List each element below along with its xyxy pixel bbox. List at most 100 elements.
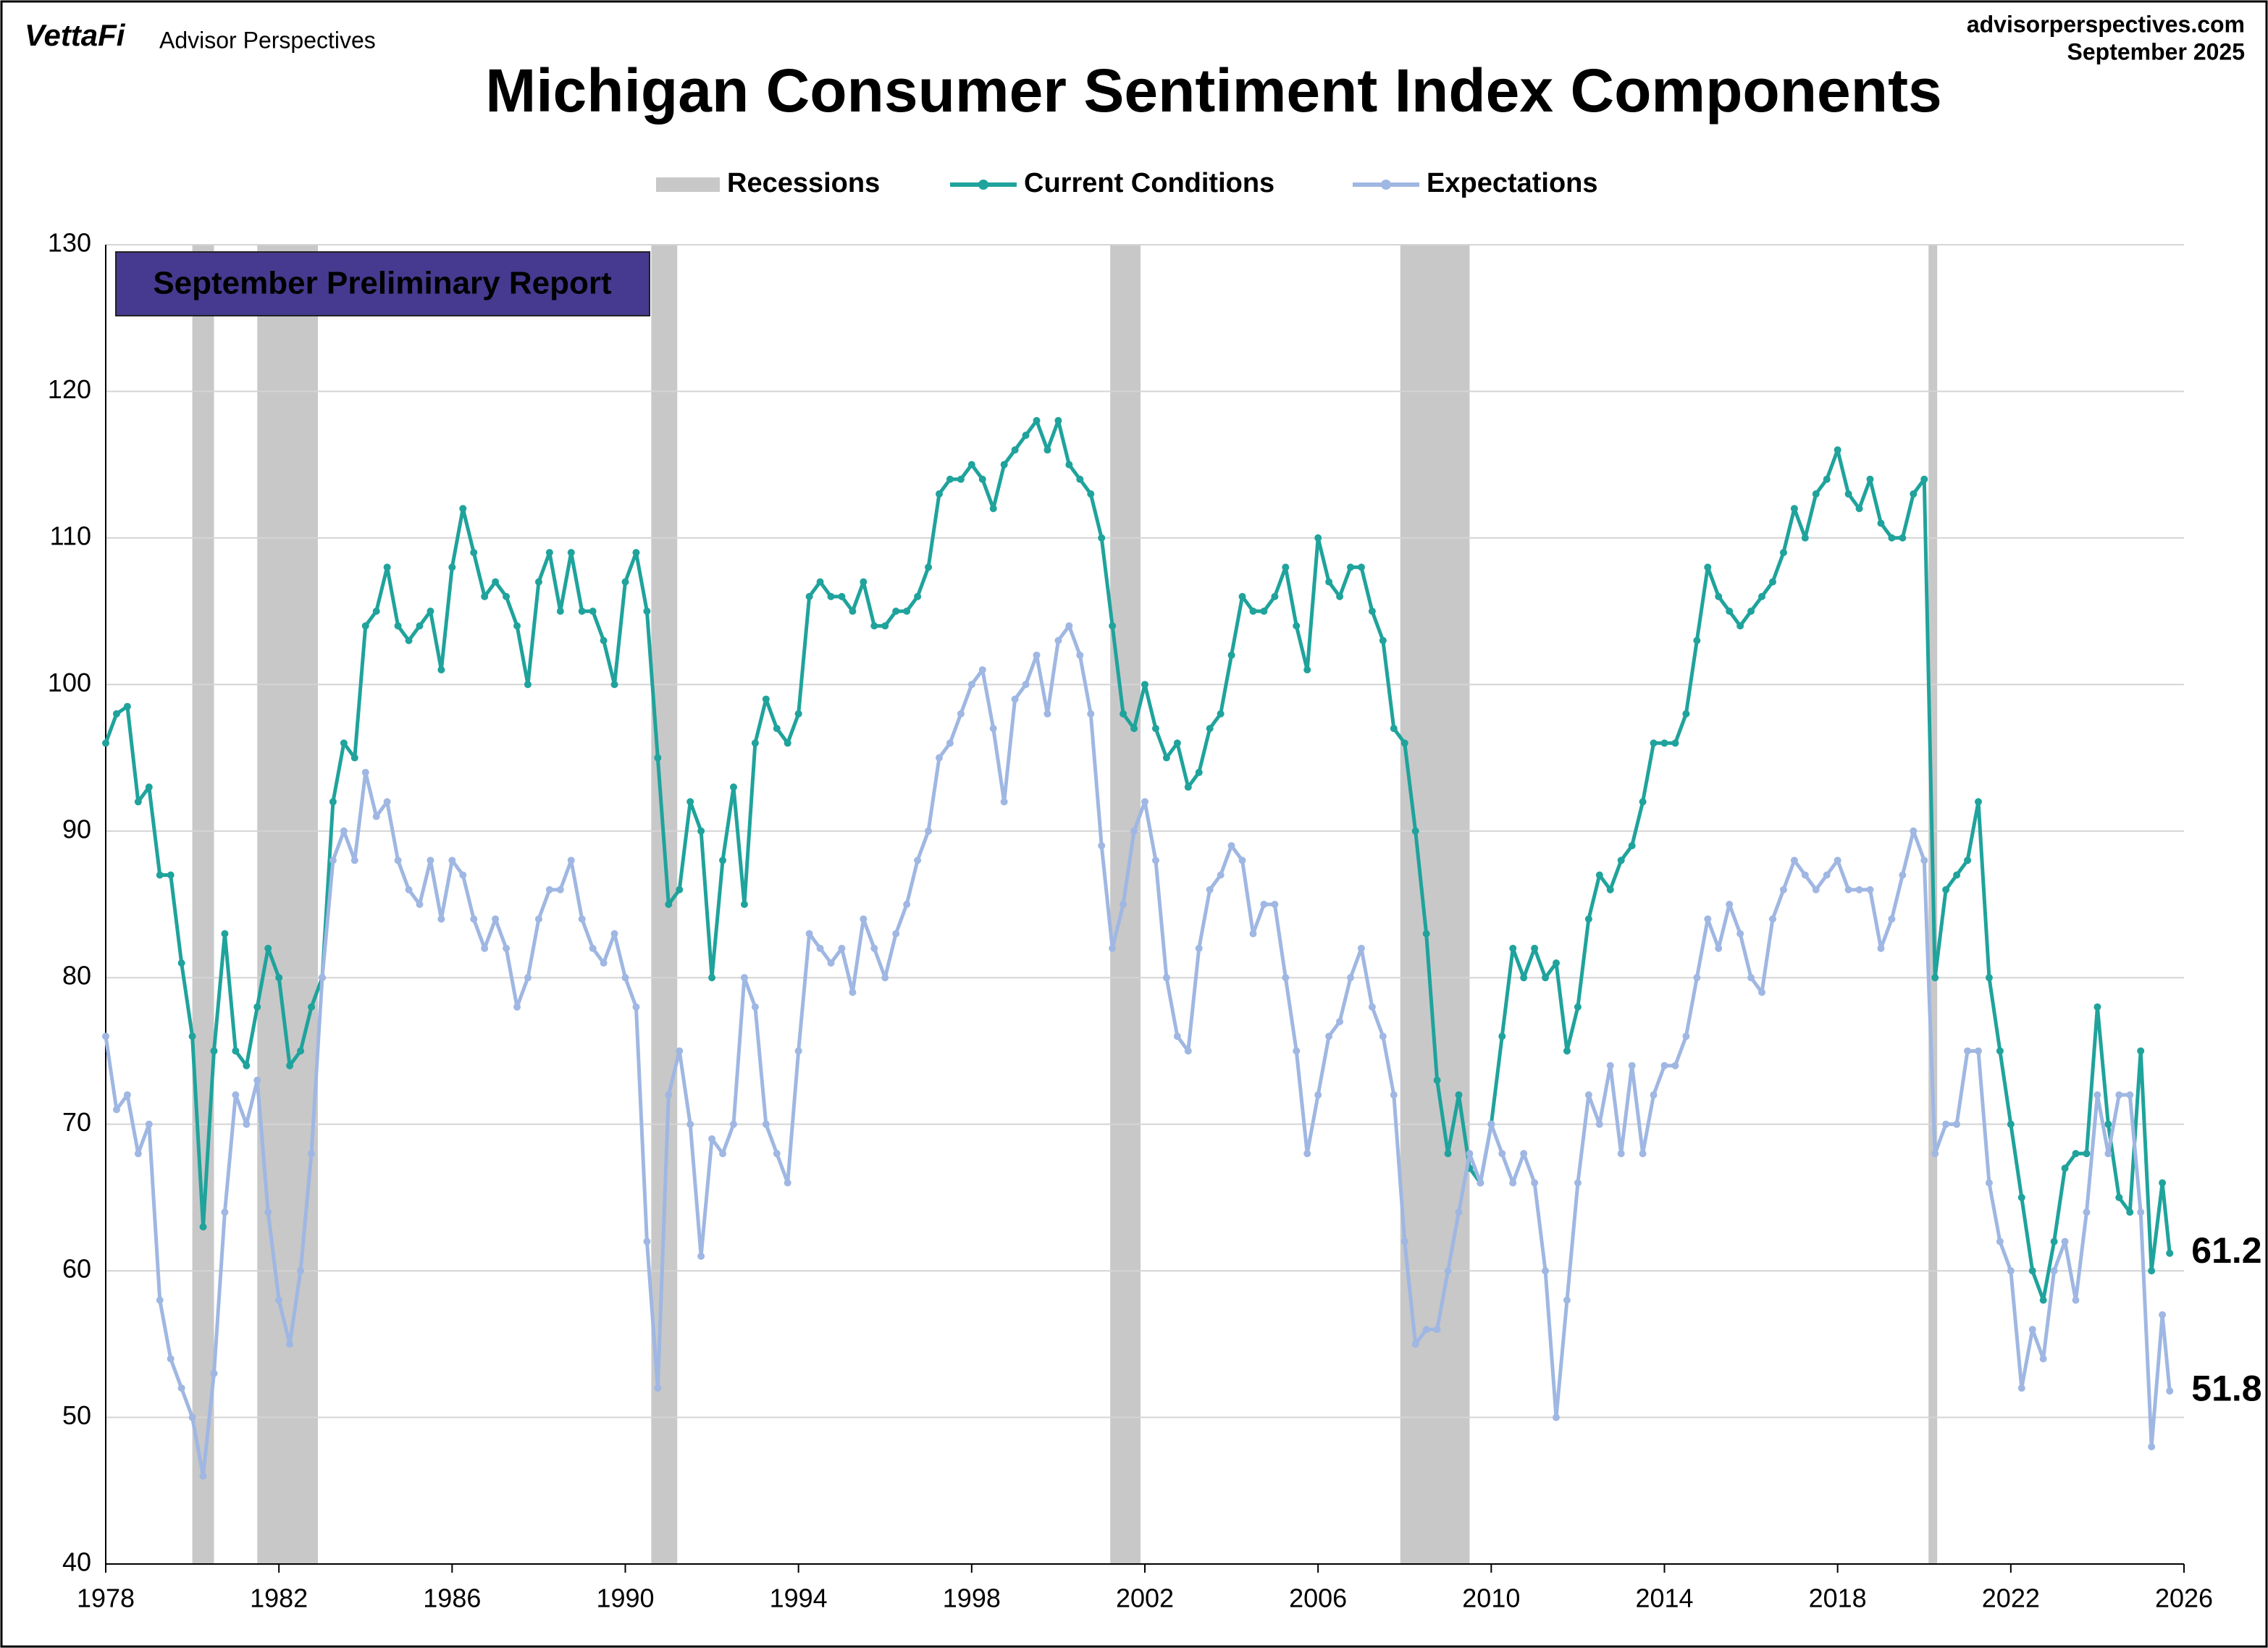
point [492, 915, 500, 923]
point [925, 827, 933, 835]
point [2039, 1355, 2047, 1363]
y-tick-label: 130 [48, 228, 91, 258]
point [297, 1267, 305, 1275]
point [621, 974, 629, 982]
point [1347, 974, 1355, 982]
point [1173, 1033, 1181, 1040]
x-tick-label: 2026 [2155, 1584, 2213, 1613]
point [1931, 974, 1939, 982]
y-tick-label: 120 [48, 374, 91, 404]
point [827, 592, 835, 600]
point [503, 592, 511, 600]
point [1184, 1047, 1192, 1055]
point [676, 886, 684, 894]
point [600, 959, 608, 967]
point [1509, 1179, 1517, 1187]
point [1444, 1150, 1452, 1158]
point [978, 475, 986, 483]
point [1390, 725, 1398, 733]
point [394, 857, 402, 865]
point [123, 702, 131, 710]
point [1022, 681, 1030, 689]
point [177, 959, 185, 967]
point [632, 1003, 640, 1011]
point [1726, 901, 1734, 908]
point [1866, 886, 1874, 894]
point [1076, 651, 1084, 659]
point [275, 974, 283, 982]
point [567, 857, 575, 865]
point [394, 622, 402, 630]
point [1985, 974, 1993, 982]
point [156, 871, 164, 879]
point [1693, 974, 1701, 982]
point [849, 988, 857, 996]
point [253, 1076, 261, 1084]
point [1368, 1003, 1376, 1011]
point [708, 1135, 716, 1143]
x-tick-label: 2022 [1982, 1584, 2040, 1613]
point [610, 930, 618, 938]
point [481, 944, 489, 952]
x-tick-label: 2002 [1116, 1584, 1174, 1613]
recession-band [192, 245, 214, 1564]
point [1141, 798, 1148, 806]
point [1520, 1150, 1528, 1158]
point [2104, 1120, 2112, 1128]
point [1498, 1150, 1506, 1158]
point [1260, 901, 1268, 908]
point [1033, 416, 1041, 424]
point [243, 1120, 251, 1128]
point [1584, 915, 1592, 923]
point [416, 622, 424, 630]
point [1542, 974, 1550, 982]
point [1996, 1047, 2004, 1055]
point [1639, 798, 1647, 806]
point [1747, 974, 1755, 982]
point [1065, 461, 1073, 468]
point [2017, 1384, 2025, 1392]
point [1747, 608, 1755, 615]
point [210, 1369, 218, 1377]
point [1390, 1091, 1398, 1099]
point [621, 578, 629, 586]
point [492, 578, 500, 586]
point [1617, 1150, 1625, 1158]
y-tick-label: 40 [62, 1547, 91, 1577]
point [654, 754, 662, 762]
point [1801, 534, 1809, 542]
x-tick-label: 2010 [1462, 1584, 1520, 1613]
point [308, 1003, 316, 1011]
point [1357, 563, 1365, 571]
point [545, 549, 553, 557]
point [199, 1472, 207, 1480]
point [1595, 1120, 1603, 1128]
x-tick-label: 2014 [1635, 1584, 1693, 1613]
point [1920, 857, 1928, 865]
legend-label: Current Conditions [1024, 168, 1274, 198]
point [1195, 944, 1203, 952]
point [524, 974, 532, 982]
point [946, 475, 954, 483]
point [1877, 944, 1885, 952]
point [2061, 1237, 2069, 1245]
point [805, 592, 813, 600]
point [102, 739, 109, 747]
point [2148, 1267, 2156, 1275]
point [1293, 622, 1301, 630]
point [1726, 608, 1734, 615]
point [860, 915, 868, 923]
point [946, 739, 954, 747]
point [372, 812, 380, 820]
point [1801, 871, 1809, 879]
point [1682, 710, 1690, 718]
point [134, 1150, 142, 1158]
point [1325, 1033, 1333, 1040]
x-tick-label: 2018 [1809, 1584, 1867, 1613]
point [1000, 798, 1008, 806]
point [1660, 1061, 1668, 1069]
point [1109, 944, 1117, 952]
x-tick-label: 2006 [1289, 1584, 1347, 1613]
point [1942, 886, 1950, 894]
